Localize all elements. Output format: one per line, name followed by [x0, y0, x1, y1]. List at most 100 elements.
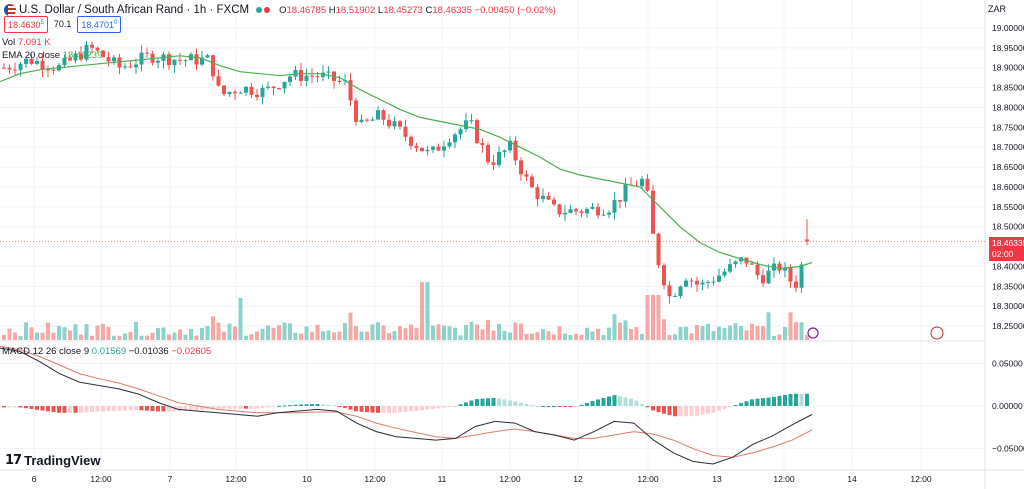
- volume-bar: [304, 326, 309, 340]
- buy-button[interactable]: 18.47010: [77, 15, 122, 33]
- macd-histogram-bar: [370, 406, 375, 413]
- candle-body: [502, 150, 507, 152]
- volume-bar: [354, 325, 358, 340]
- bar-countdown: 02:00: [992, 249, 1014, 259]
- candle-body: [711, 281, 716, 283]
- x-tick-label: 7: [168, 474, 173, 484]
- macd-histogram-bar: [744, 401, 749, 406]
- macd-histogram-bar: [497, 398, 501, 406]
- x-tick-label: 11: [438, 474, 447, 484]
- macd-histogram-bar: [139, 406, 144, 411]
- candle-body: [403, 126, 408, 137]
- volume-bar: [409, 324, 413, 340]
- candle-body: [376, 110, 380, 120]
- candle-body: [678, 286, 683, 297]
- volume-bar: [216, 322, 221, 340]
- macd-histogram-bar: [612, 395, 617, 406]
- volume-bar: [458, 335, 463, 340]
- macd-histogram-bar: [656, 406, 661, 413]
- volume-bar: [772, 335, 776, 340]
- sell-button[interactable]: 18.46305: [4, 15, 48, 33]
- y-tick-label: 18.85000: [992, 83, 1024, 93]
- macd-histogram-bar: [447, 406, 452, 407]
- volume-bar: [750, 323, 754, 340]
- macd-histogram-bar: [799, 393, 804, 406]
- volume-legend[interactable]: Vol 7.091 K: [2, 37, 51, 48]
- macd-histogram-bar: [409, 406, 413, 412]
- volume-bar: [315, 324, 320, 340]
- volume-bar: [161, 327, 166, 340]
- macd-histogram-bar: [673, 406, 677, 417]
- ema-legend[interactable]: EMA 20 close 18.41239: [2, 50, 103, 61]
- candle-body: [277, 88, 281, 90]
- macd-histogram-bar: [189, 406, 193, 411]
- candle-body: [310, 75, 314, 77]
- candle-body: [684, 280, 688, 287]
- candle-body: [354, 100, 358, 122]
- candle-body: [618, 199, 622, 202]
- candle-body: [387, 119, 391, 127]
- macd-histogram-bar: [211, 406, 215, 410]
- volume-bar: [183, 334, 188, 340]
- symbol-title[interactable]: U.S. Dollar / South African Rand · 1h · …: [19, 4, 250, 16]
- candle-body: [706, 282, 710, 284]
- currency-label[interactable]: ZAR: [988, 4, 1006, 14]
- macd-histogram-bar: [348, 406, 353, 410]
- macd-histogram-bar: [442, 406, 446, 408]
- volume-bar: [84, 324, 89, 340]
- macd-histogram-bar: [552, 406, 556, 407]
- volume-bar: [387, 333, 391, 340]
- macd-histogram-bar: [101, 406, 105, 412]
- macd-histogram-bar: [376, 406, 380, 413]
- macd-histogram-bar: [684, 406, 688, 417]
- tradingview-logo-text: TradingView: [24, 453, 101, 468]
- macd-histogram-bar: [519, 402, 523, 406]
- volume-bar: [139, 335, 144, 340]
- x-tick-label: 12: [573, 474, 583, 484]
- volume-bar: [722, 327, 727, 340]
- volume-bar: [469, 322, 474, 340]
- macd-histogram-bar: [84, 406, 89, 413]
- volume-bar: [420, 282, 424, 340]
- ohlc-readout: O18.46785 H18.51902 L18.45273 C18.46335 …: [279, 4, 556, 16]
- macd-histogram-bar: [480, 398, 485, 406]
- volume-bar: [601, 334, 606, 340]
- candle-body: [480, 143, 485, 146]
- tradingview-logo[interactable]: 17 TradingView: [5, 453, 100, 468]
- candle-body: [73, 53, 78, 61]
- candle-body: [62, 57, 67, 66]
- macd-histogram-bar: [194, 406, 199, 411]
- volume-bar: [524, 333, 529, 340]
- volume-bar: [156, 328, 160, 340]
- candle-body: [172, 59, 177, 66]
- macd-histogram-bar: [524, 404, 529, 406]
- macd-histogram-bar: [387, 406, 391, 413]
- y-tick-label: 18.65000: [992, 162, 1024, 172]
- market-status-icon[interactable]: [255, 4, 271, 16]
- dividend-event-icon: [807, 327, 819, 339]
- macd-histogram-bar: [35, 406, 39, 410]
- volume-bar: [112, 335, 116, 340]
- tradingview-logo-icon: 17: [5, 453, 22, 468]
- candle-body: [46, 69, 50, 71]
- volume-bar: [233, 326, 237, 340]
- candle-body: [656, 233, 661, 266]
- macd-histogram-bar: [123, 406, 127, 411]
- volume-bar: [596, 328, 600, 340]
- volume-bar: [134, 322, 138, 340]
- volume-bar: [431, 325, 435, 340]
- macd-histogram-bar: [678, 406, 683, 417]
- volume-bar: [117, 335, 122, 340]
- volume-bar: [447, 326, 452, 340]
- volume-bar: [150, 332, 155, 340]
- candle-body: [123, 66, 127, 68]
- volume-bar: [200, 328, 204, 340]
- candle-body: [579, 211, 584, 214]
- volume-bar: [73, 324, 78, 340]
- volume-bar: [662, 319, 666, 340]
- macd-legend[interactable]: MACD 12 26 close 9 0.01569 −0.01036 −0.0…: [2, 346, 212, 357]
- candle-body: [557, 204, 562, 215]
- volume-bar: [464, 324, 468, 340]
- candle-body: [13, 69, 17, 71]
